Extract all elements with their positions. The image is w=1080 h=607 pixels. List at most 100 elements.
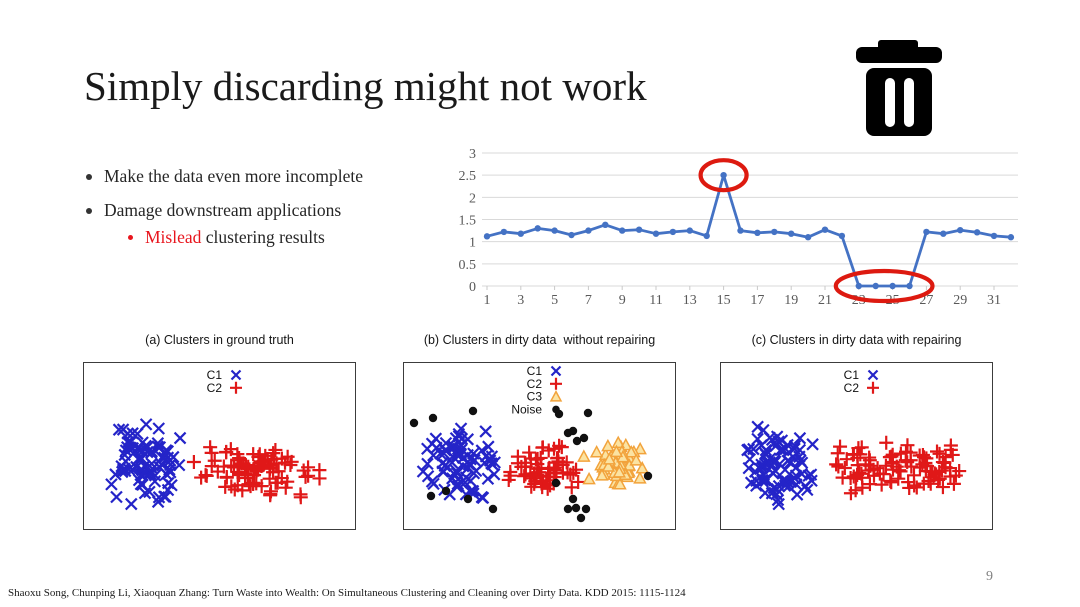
annotation-ellipse xyxy=(698,158,749,193)
bullet-dot xyxy=(86,174,92,180)
svg-text:19: 19 xyxy=(784,293,798,308)
bullet-text: Mislead clustering results xyxy=(145,227,325,247)
noise-point xyxy=(576,513,586,523)
data-point xyxy=(568,231,575,239)
legend-label: C1 xyxy=(844,368,860,382)
trash-icon-svg xyxy=(856,40,942,136)
noise-point xyxy=(568,426,578,436)
svg-text:1: 1 xyxy=(484,293,491,308)
bullet-text: Damage downstream applications xyxy=(104,200,342,220)
data-point xyxy=(923,228,930,236)
data-point xyxy=(940,230,947,237)
noise-point xyxy=(463,494,473,504)
data-point xyxy=(838,232,846,240)
data-point xyxy=(703,232,710,240)
svg-text:1.5: 1.5 xyxy=(459,214,477,229)
svg-text:3: 3 xyxy=(517,293,524,308)
noise-point xyxy=(441,486,451,496)
data-point xyxy=(973,229,981,236)
svg-text:29: 29 xyxy=(953,293,967,308)
svg-text:11: 11 xyxy=(649,293,662,308)
data-point xyxy=(788,230,795,237)
bullet-item-mislead: Mislead clustering results xyxy=(128,227,325,248)
data-point xyxy=(990,232,998,240)
svg-text:21: 21 xyxy=(818,293,832,308)
panel-title-ground-truth: (a) Clusters in ground truth xyxy=(145,333,294,347)
data-point xyxy=(551,227,558,234)
bullet-dot xyxy=(86,208,92,214)
data-point xyxy=(771,228,778,236)
svg-text:2.5: 2.5 xyxy=(459,169,477,184)
page-title: Simply discarding might not work xyxy=(84,63,647,109)
panel-title-with-repairing: (c) Clusters in dirty data with repairin… xyxy=(751,333,962,347)
mislead-highlight: Mislead xyxy=(145,227,202,247)
data-point xyxy=(619,227,626,234)
line-chart-svg: 00.511.522.531 3 5 7 9 11 13 15 17 19 21 23 25 27 29 31 xyxy=(459,147,1018,308)
legend-label: C3 xyxy=(527,390,543,404)
data-point xyxy=(585,227,592,234)
noise-point xyxy=(426,491,436,501)
data-point xyxy=(534,225,541,232)
footer-citation: Shaoxu Song, Chunping Li, Xiaoquan Zhang… xyxy=(8,587,686,599)
legend-label: C1 xyxy=(207,368,223,382)
annotation-ellipse xyxy=(833,268,935,304)
panel-title-without-repairing: (b) Clusters in dirty data without repai… xyxy=(423,333,656,347)
data-point xyxy=(821,226,829,233)
svg-text:15: 15 xyxy=(717,293,731,308)
bullet-dot xyxy=(128,235,133,240)
svg-text:0.5: 0.5 xyxy=(459,258,477,273)
cluster-panel-ground-truth: C1 C2 xyxy=(83,362,356,530)
legend-label: Noise xyxy=(511,402,542,416)
noise-point xyxy=(571,503,581,513)
legend-label: C2 xyxy=(844,381,860,395)
data-point xyxy=(906,282,913,290)
noise-point xyxy=(643,471,653,481)
noise-point xyxy=(488,504,498,514)
data-point xyxy=(855,282,862,290)
legend-label: C2 xyxy=(207,381,223,395)
noise-point xyxy=(583,408,593,418)
trash-icon xyxy=(855,38,945,138)
page-number: 9 xyxy=(986,569,993,584)
legend-label: C2 xyxy=(527,377,543,391)
noise-point xyxy=(579,433,589,443)
svg-text:5: 5 xyxy=(551,293,558,308)
svg-text:13: 13 xyxy=(683,293,697,308)
noise-point xyxy=(554,409,564,419)
noise-point xyxy=(551,478,561,488)
noise-point xyxy=(572,436,582,446)
data-point xyxy=(1007,234,1015,241)
svg-text:17: 17 xyxy=(750,293,764,308)
data-point xyxy=(804,234,812,241)
noise-point xyxy=(563,504,573,514)
bullet-text: Make the data even more incomplete xyxy=(104,166,363,186)
noise-point xyxy=(581,504,591,514)
data-point xyxy=(957,226,964,234)
svg-text:9: 9 xyxy=(619,293,626,308)
data-point xyxy=(652,230,660,237)
timeseries-line xyxy=(486,173,1012,288)
data-point xyxy=(720,171,727,179)
data-point xyxy=(635,226,643,233)
data-point xyxy=(889,282,896,290)
bullet-item-damage: Damage downstream applications xyxy=(86,200,341,221)
data-point xyxy=(483,233,491,240)
noise-point xyxy=(409,418,419,428)
data-point xyxy=(872,282,879,290)
bullet-item-incomplete: Make the data even more incomplete xyxy=(86,166,363,187)
data-point xyxy=(754,229,761,236)
outlier-line-chart: 0 0.5 1 1.5 2 2.5 3 1 3 5 7 9 11 13 15 17 19 21 23 25 27 29 31 xyxy=(440,140,1040,325)
svg-text:7: 7 xyxy=(585,293,592,308)
svg-text:2: 2 xyxy=(469,191,476,206)
noise-point xyxy=(428,413,438,423)
data-point xyxy=(602,221,609,229)
svg-text:3: 3 xyxy=(469,147,476,162)
data-point xyxy=(500,228,508,236)
legend-label: C1 xyxy=(527,364,543,378)
cluster-panel-with-repairing: C1 C2 xyxy=(720,362,993,530)
svg-text:1: 1 xyxy=(469,236,476,251)
noise-point xyxy=(468,406,478,416)
